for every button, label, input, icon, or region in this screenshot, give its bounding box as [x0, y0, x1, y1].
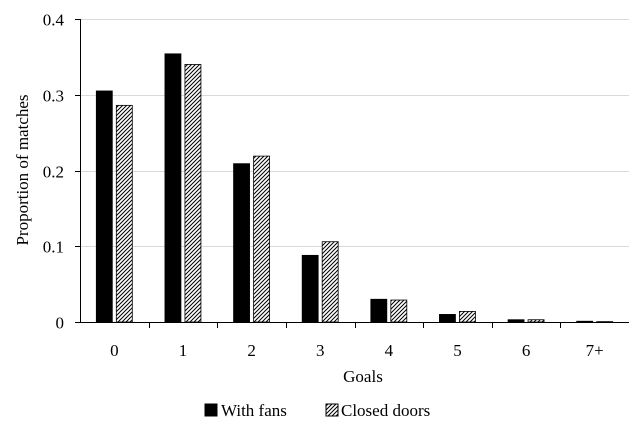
bar-with-fans-3 [301, 254, 319, 323]
y-tick-label: 0.3 [43, 87, 64, 106]
bar-closed-doors-0 [115, 104, 133, 323]
bar-closed-doors-5 [459, 310, 476, 323]
x-tick-label: 4 [385, 341, 394, 360]
bar-with-fans-1 [164, 53, 182, 323]
legend: With fans Closed doors [204, 401, 430, 420]
legend-label-with-fans: With fans [221, 401, 287, 420]
bar-with-fans-7+ [576, 320, 594, 323]
x-tick-label: 6 [522, 341, 531, 360]
x-tick-label: 1 [179, 341, 188, 360]
gridlines [80, 19, 629, 247]
y-tick-label: 0.4 [43, 11, 65, 30]
legend-swatch-with-fans [204, 403, 218, 417]
x-tick-label: 0 [110, 341, 119, 360]
x-tick-label: 3 [316, 341, 325, 360]
y-axis-label: Proportion of matches [13, 94, 32, 245]
x-tick-label: 2 [247, 341, 256, 360]
y-tick-labels: 0 0.1 0.2 0.3 0.4 [43, 11, 65, 333]
legend-label-closed-doors: Closed doors [341, 401, 430, 420]
axes [75, 19, 629, 328]
x-tick-labels: 0 1 2 3 4 5 6 7+ [110, 341, 604, 360]
bar-closed-doors-6 [527, 319, 545, 323]
y-tick-label: 0 [56, 314, 65, 333]
bar-closed-doors-2 [253, 155, 270, 323]
bar-with-fans-6 [507, 319, 525, 323]
x-tick-label: 5 [453, 341, 462, 360]
bars [95, 53, 614, 323]
bar-closed-doors-3 [321, 241, 339, 323]
x-axis-label: Goals [343, 367, 383, 386]
x-tick-label: 7+ [586, 341, 604, 360]
y-tick-label: 0.2 [43, 163, 64, 182]
legend-swatch-closed-doors [325, 403, 339, 417]
bar-closed-doors-4 [390, 299, 408, 323]
bar-closed-doors-1 [184, 64, 202, 323]
bar-with-fans-4 [370, 298, 388, 323]
bar-with-fans-2 [233, 163, 250, 323]
bar-with-fans-0 [95, 90, 113, 323]
bar-with-fans-5 [439, 314, 456, 323]
y-tick-label: 0.1 [43, 238, 64, 257]
